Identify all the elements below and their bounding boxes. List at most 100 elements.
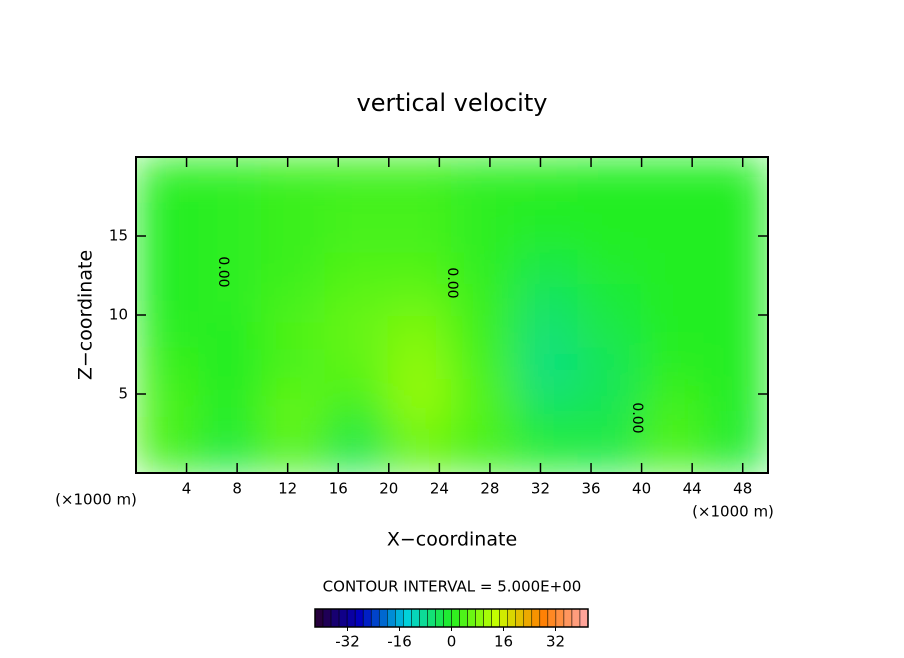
x-tick-label: 48: [733, 480, 752, 498]
field-cell: [703, 314, 768, 348]
field-cell: [198, 282, 264, 316]
field-cell: [451, 187, 517, 222]
field-cell: [703, 219, 768, 253]
field-cell: [451, 440, 517, 473]
field-cell: [387, 250, 453, 285]
x-tick-label: 4: [182, 480, 192, 498]
field-cell: [261, 219, 327, 253]
field-cell: [261, 408, 327, 443]
field-cell: [514, 377, 580, 411]
colorbar-box: [491, 608, 500, 628]
colorbar-tick-label: -32: [335, 633, 360, 651]
field-cell: [198, 377, 264, 411]
colorbar-box: [563, 608, 573, 628]
colorbar-box: [419, 608, 428, 628]
field-cell: [136, 345, 201, 380]
field-cell: [514, 408, 580, 443]
colorbar-box: [451, 608, 460, 628]
y-unit: (×1000 m): [55, 491, 137, 509]
field-cell: [324, 157, 390, 190]
colorbar-box: [314, 608, 324, 628]
field-cell: [640, 314, 706, 348]
field-cell: [324, 187, 390, 222]
x-tick-label: 28: [480, 480, 499, 498]
field-cell: [387, 187, 453, 222]
field-cell: [387, 377, 453, 411]
field-cell: [451, 377, 517, 411]
y-tick-label: 5: [118, 385, 128, 403]
field-cell: [577, 187, 643, 222]
colorbar-tick-label: 16: [494, 633, 513, 651]
colorbar-box: [322, 608, 332, 628]
colorbar-box: [378, 608, 388, 628]
field-cell: [198, 408, 264, 443]
field-cell: [387, 157, 453, 190]
colorbar-box: [547, 608, 557, 628]
field-cell: [640, 219, 706, 253]
field-cell: [324, 314, 390, 348]
field-cell: [136, 282, 201, 316]
field-cell: [451, 314, 517, 348]
field-cell: [640, 408, 706, 443]
x-tick-label: 32: [531, 480, 550, 498]
colorbar-box: [338, 608, 348, 628]
colorbar-box: [387, 608, 396, 628]
y-tick-label: 10: [109, 306, 128, 324]
field-cell: [261, 282, 327, 316]
field-cell: [514, 250, 580, 285]
field-cell: [514, 314, 580, 348]
field-cell: [514, 345, 580, 380]
field-cell: [136, 250, 201, 285]
field-cell: [703, 282, 768, 316]
x-tick-label: 12: [278, 480, 297, 498]
field-cell: [577, 314, 643, 348]
field-cell: [703, 157, 768, 190]
x-tick-label: 36: [581, 480, 600, 498]
field-cell: [640, 157, 706, 190]
field-cell: [261, 187, 327, 222]
y-axis-label: Z−coordinate: [75, 250, 97, 380]
field-cell: [198, 219, 264, 253]
colorbar-box: [346, 608, 356, 628]
field-cell: [136, 377, 201, 411]
field-cell: [136, 408, 201, 443]
field-cell: [324, 282, 390, 316]
field-cell: [198, 187, 264, 222]
field-cell: [198, 345, 264, 380]
colorbar-box: [531, 608, 541, 628]
field-cell: [261, 440, 327, 473]
colorbar-box: [539, 608, 549, 628]
field-cell: [514, 187, 580, 222]
field-cell: [387, 345, 453, 380]
field-cell: [324, 250, 390, 285]
field-cell: [451, 157, 517, 190]
colorbar-box: [395, 608, 404, 628]
field-cell: [261, 314, 327, 348]
field-cell: [261, 377, 327, 411]
field-cell: [577, 377, 643, 411]
field-cell: [514, 157, 580, 190]
field-cell: [136, 440, 201, 473]
field-cell: [136, 187, 201, 222]
field-cell: [514, 219, 580, 253]
field-cell: [577, 219, 643, 253]
colorbar-box: [362, 608, 372, 628]
field-cell: [451, 408, 517, 443]
field-cell: [640, 282, 706, 316]
field-cell: [261, 157, 327, 190]
colorbar-box: [435, 608, 444, 628]
colorbar-box: [370, 608, 380, 628]
field: [136, 157, 768, 473]
field-cell: [387, 219, 453, 253]
x-tick-label: 40: [632, 480, 651, 498]
field-cell: [640, 250, 706, 285]
field-cell: [198, 440, 264, 473]
x-tick-label: 20: [379, 480, 398, 498]
colorbar-box: [483, 608, 492, 628]
x-tick-label: 24: [430, 480, 449, 498]
contour-label: 0.00: [215, 256, 231, 287]
y-tick-label: 15: [109, 227, 128, 245]
field-cell: [387, 440, 453, 473]
field-cell: [198, 157, 264, 190]
field-cell: [703, 345, 768, 380]
